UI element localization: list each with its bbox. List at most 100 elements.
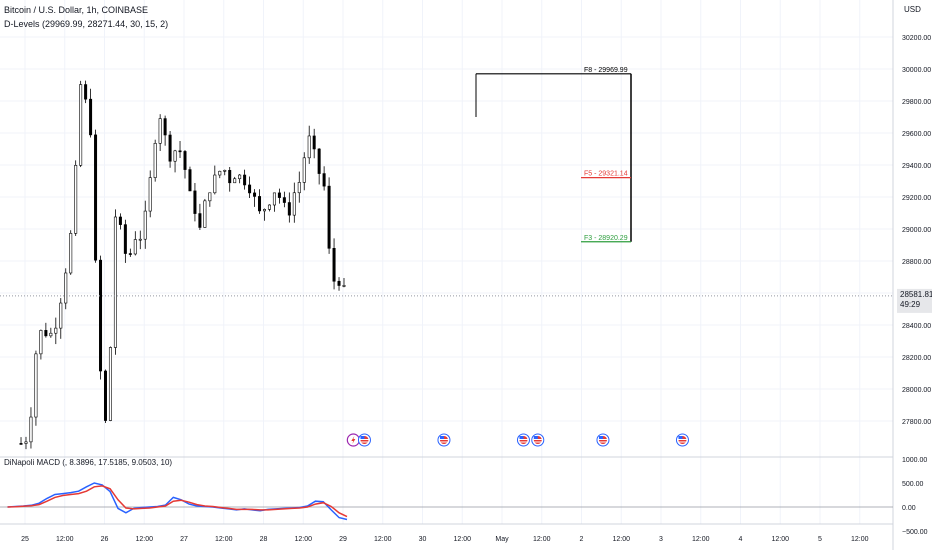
us-flag-icon[interactable] — [531, 433, 545, 447]
time-tick-label: 12:00 — [692, 536, 710, 543]
last-price-value: 28581.81 — [900, 290, 932, 299]
time-tick-label: 12:00 — [215, 536, 233, 543]
time-tick-label: 12:00 — [533, 536, 551, 543]
candle-body — [302, 157, 306, 183]
price-tick-label: 28400.00 — [902, 323, 931, 330]
economic-events[interactable] — [346, 433, 689, 447]
us-flag-icon-stripe — [519, 441, 528, 443]
candle-body — [228, 170, 232, 184]
currency-label: USD — [904, 5, 921, 14]
candle-body — [253, 192, 257, 197]
candle-body — [118, 216, 122, 225]
time-tick-label: 4 — [739, 536, 743, 543]
time-tick-label: 12:00 — [453, 536, 471, 543]
lightning-icon[interactable] — [346, 433, 360, 447]
candle-body — [99, 259, 103, 372]
us-flag-icon-stripe — [360, 441, 369, 443]
candle-body — [287, 202, 291, 216]
candle-body — [103, 370, 107, 421]
price-tick-label: 27800.00 — [902, 419, 931, 426]
macd-tick-label: 1000.00 — [902, 457, 927, 464]
candle-body — [168, 134, 172, 162]
candle-body — [218, 170, 222, 176]
candle-body — [307, 135, 311, 159]
us-flag-icon[interactable] — [675, 433, 689, 447]
candle-body — [153, 143, 157, 178]
candle-body — [143, 210, 147, 240]
macd-pane — [0, 482, 893, 521]
candle-body — [332, 248, 336, 282]
candle-body — [138, 238, 142, 241]
candle-body — [233, 178, 237, 184]
time-tick-label: 30 — [419, 536, 427, 543]
us-flag-icon-stripe — [360, 439, 369, 440]
price-tick-label: 29400.00 — [902, 163, 931, 170]
time-tick-label: 28 — [260, 536, 268, 543]
macd-title[interactable]: DiNapoli MACD (, 8.3896, 17.5185, 9.0503… — [4, 458, 172, 467]
time-tick-label: 12:00 — [294, 536, 312, 543]
candle-body — [258, 196, 262, 212]
price-tick-label: 29000.00 — [902, 227, 931, 234]
countdown-value: 49:29 — [900, 300, 921, 309]
us-flag-icon-canton — [598, 436, 603, 439]
price-tick-label: 28000.00 — [902, 387, 931, 394]
time-tick-label: 12:00 — [374, 536, 392, 543]
time-tick-label: 12:00 — [135, 536, 153, 543]
candle-body — [317, 148, 321, 174]
candle-body — [128, 253, 132, 255]
candle-body — [123, 224, 127, 254]
candle-body — [193, 190, 197, 214]
candle-body — [49, 332, 53, 337]
candle-body — [173, 150, 177, 162]
candle-body — [79, 84, 83, 166]
macd-tick-label: 500.00 — [902, 481, 924, 488]
time-tick-label: 26 — [101, 536, 109, 543]
us-flag-icon-canton — [439, 436, 444, 439]
us-flag-icon-stripe — [678, 439, 687, 440]
indicator-title[interactable]: D-Levels (29969.99, 28271.44, 30, 15, 2) — [4, 19, 168, 29]
us-flag-icon-canton — [533, 436, 538, 439]
candle-body — [39, 330, 43, 355]
candle-body — [342, 285, 346, 287]
symbol-title[interactable]: Bitcoin / U.S. Dollar, 1h, COINBASE — [4, 5, 148, 15]
level-label: F8 - 29969.99 — [584, 67, 628, 74]
candle-body — [108, 347, 112, 421]
us-flag-icon-stripe — [678, 441, 687, 443]
us-flag-icon[interactable] — [516, 433, 530, 447]
candle-body — [267, 204, 271, 210]
time-axis-ticks: 25 12:00 26 12:00 27 12:00 28 12:00 29 12:00 30 12:… — [21, 536, 869, 543]
candle-body — [54, 327, 58, 334]
price-tick-label: 30000.00 — [902, 67, 931, 74]
d-levels-drawing: F8 - 29969.99 F5 - 29321.14 F3 - 28920.29 — [475, 67, 632, 243]
us-flag-icon-stripe — [519, 439, 528, 440]
us-flag-icon-stripe — [598, 439, 607, 440]
candle-body — [208, 192, 212, 202]
us-flag-icon[interactable] — [357, 433, 371, 447]
last-price-badge[interactable] — [897, 288, 932, 313]
candle-body — [133, 239, 137, 255]
macd-axis-ticks: 1000.00 500.00 0.00 −500.00 — [902, 457, 928, 536]
candle-body — [198, 213, 202, 228]
candle-body — [163, 118, 167, 136]
candle-body — [297, 182, 301, 194]
candle-series — [19, 80, 346, 450]
us-flag-icon-stripe — [533, 441, 542, 443]
candle-body — [59, 302, 63, 329]
macd-tick-label: 0.00 — [902, 505, 916, 512]
us-flag-icon[interactable] — [437, 433, 451, 447]
us-flag-icon-stripe — [439, 441, 448, 443]
candle-body — [34, 353, 38, 418]
time-tick-label: 12:00 — [851, 536, 869, 543]
candle-body — [44, 330, 48, 337]
lightning-icon-bolt — [351, 436, 356, 444]
macd-tick-label: −500.00 — [902, 529, 928, 536]
candle-body — [238, 174, 242, 180]
price-tick-label: 28800.00 — [902, 259, 931, 266]
candle-body — [24, 441, 28, 444]
time-tick-label: 27 — [180, 536, 188, 543]
us-flag-icon[interactable] — [596, 433, 610, 447]
candle-body — [327, 185, 331, 249]
candle-body — [94, 134, 98, 261]
price-tick-label: 29800.00 — [902, 99, 931, 106]
